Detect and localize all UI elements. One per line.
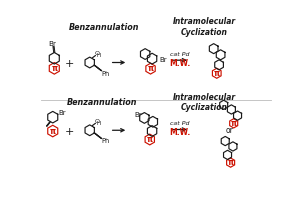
Text: M.W.: M.W. — [169, 128, 190, 137]
Text: π: π — [147, 135, 153, 144]
Text: or: or — [226, 126, 234, 135]
Text: Ph: Ph — [102, 138, 110, 144]
Text: M.W.: M.W. — [169, 59, 190, 68]
Text: π: π — [50, 127, 56, 136]
Polygon shape — [146, 63, 155, 74]
Text: π: π — [214, 69, 220, 78]
Text: O: O — [94, 51, 99, 56]
Text: +: + — [65, 59, 74, 69]
Text: π: π — [228, 158, 234, 167]
Text: H: H — [96, 121, 101, 126]
Text: Intramolecular
Cyclization: Intramolecular Cyclization — [173, 93, 236, 112]
Text: Br: Br — [159, 57, 167, 63]
Text: cat Pd: cat Pd — [170, 121, 189, 126]
Text: Benzannulation: Benzannulation — [67, 98, 137, 107]
Text: Ph: Ph — [102, 71, 110, 77]
Text: π: π — [148, 64, 154, 73]
Polygon shape — [145, 134, 154, 145]
Text: +: + — [65, 127, 74, 137]
Polygon shape — [48, 125, 58, 137]
Text: Br: Br — [49, 41, 57, 47]
Polygon shape — [230, 119, 238, 128]
Text: Benzannulation: Benzannulation — [69, 23, 140, 32]
Text: Br: Br — [135, 112, 142, 118]
Polygon shape — [49, 63, 59, 74]
Text: π: π — [51, 64, 57, 73]
Text: Br: Br — [58, 110, 66, 116]
Text: π: π — [231, 119, 237, 128]
Text: O: O — [94, 119, 99, 124]
Text: H: H — [96, 53, 101, 58]
Text: Intramolecular
Cyclization: Intramolecular Cyclization — [173, 17, 236, 37]
Text: cat Pd: cat Pd — [170, 52, 189, 57]
Polygon shape — [227, 158, 235, 167]
Polygon shape — [212, 68, 221, 78]
